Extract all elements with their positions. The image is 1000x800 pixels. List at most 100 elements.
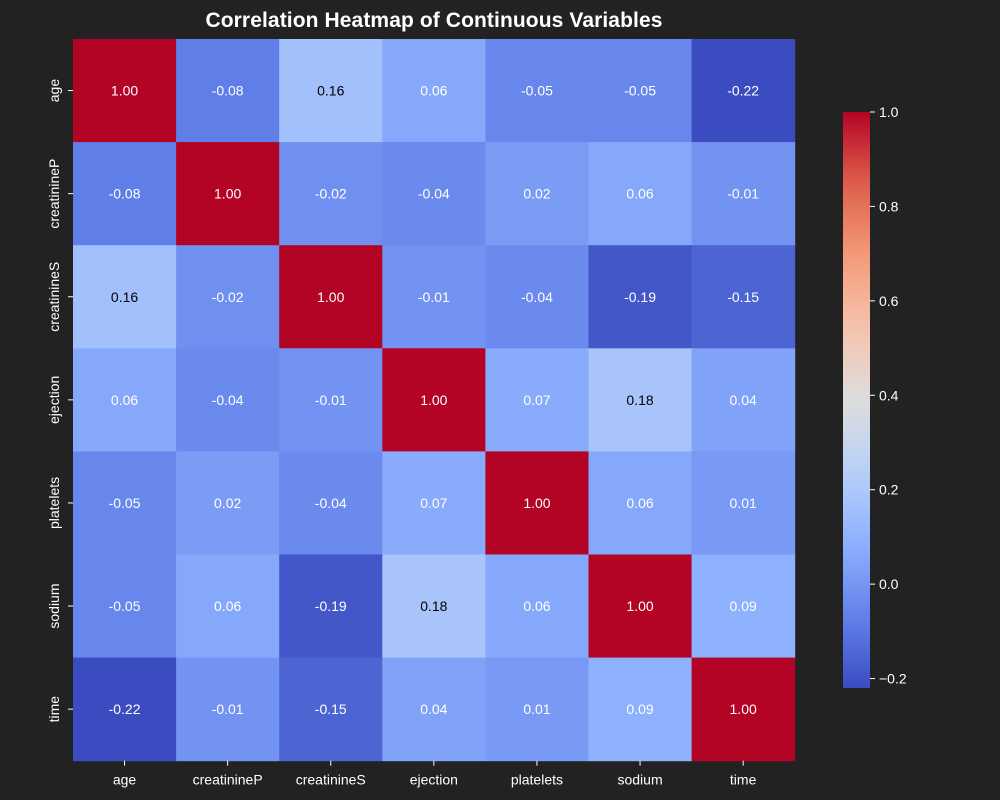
heatmap-cell [176,142,280,246]
y-tick-label: age [46,79,62,103]
x-tick-labels: age creatinineP creatinineS ejection platele… [113,760,757,788]
heatmap-cell [382,39,486,143]
heatmap-cell [73,451,177,555]
heatmap-cell [73,348,177,452]
heatmap-cell [588,142,693,246]
heatmap-cell [73,142,177,246]
heatmap-cell [279,142,383,246]
cell-value-label: 0.04 [730,392,757,408]
cell-value-label: 1.00 [111,83,138,99]
x-tick-label: ejection [410,772,458,788]
x-tick-label: creatinineP [193,772,263,788]
heatmap-cell [588,451,693,555]
heatmap-cell [176,245,280,349]
cell-value-label: -0.05 [109,495,141,511]
colorbar-tick-label: 0.6 [879,293,899,309]
heatmap-cell [382,657,486,762]
y-tick-label: platelets [46,477,62,529]
heatmap-cell [73,657,177,762]
cell-value-label: 0.01 [730,495,757,511]
heatmap-cell [279,657,383,762]
colorbar-gradient [843,112,870,688]
heatmap-cell [485,348,589,452]
heatmap-cell [485,554,589,659]
cell-value-label: 0.06 [626,495,653,511]
cell-value-label: -0.15 [727,289,759,305]
cell-value-label: -0.02 [212,289,244,305]
chart-title: Correlation Heatmap of Continuous Variab… [205,9,663,32]
cell-labels: 1.00 -0.08 0.16 0.06 -0.05 -0.05 -0.22 -0.08 1.0… [109,83,760,718]
heatmap-cell [691,657,796,762]
x-tick-label: time [730,772,757,788]
heatmap-cell [691,348,796,452]
cell-value-label: 0.04 [420,701,447,717]
cell-value-label: 1.00 [214,186,241,202]
cell-value-label: 0.06 [111,392,138,408]
heatmap-cell [588,657,693,762]
cell-value-label: 0.06 [523,598,550,614]
colorbar: 1.0 0.8 0.6 0.4 0.2 0.0 −0.2 [843,104,907,688]
cell-value-label: -0.15 [315,701,347,717]
y-tick-label: creatinineP [46,159,62,229]
heatmap-cell [485,657,589,762]
heatmap-cell [382,142,486,246]
heatmap-cell [279,451,383,555]
heatmap-cell [485,39,589,143]
y-tick-label: time [46,696,62,723]
heatmap-cell [485,142,589,246]
cell-value-label: -0.19 [315,598,347,614]
cell-value-label: 0.02 [523,186,550,202]
cell-value-label: 1.00 [626,598,653,614]
heatmap-cell [382,451,486,555]
cell-value-label: -0.01 [315,392,347,408]
cell-value-label: 0.16 [317,83,344,99]
cell-value-label: 0.02 [214,495,241,511]
heatmap-cell [279,39,383,143]
heatmap-cell [176,657,280,762]
cell-value-label: -0.04 [418,186,450,202]
y-tick-label: sodium [46,583,62,628]
heatmap-cell [382,348,486,452]
heatmap-cell [588,348,693,452]
heatmap-cell [279,348,383,452]
heatmap-cell [176,554,280,659]
cell-value-label: -0.01 [418,289,450,305]
heatmap-cell [73,245,177,349]
cell-value-label: 0.18 [420,598,447,614]
y-tick-label: creatinineS [46,262,62,332]
colorbar-tick-label: 0.8 [879,198,899,214]
cell-value-label: 1.00 [317,289,344,305]
cell-value-label: -0.02 [315,186,347,202]
cell-value-label: 0.09 [730,598,757,614]
colorbar-tick-label: 0.0 [879,576,899,592]
heatmap-cell [485,451,589,555]
x-tick-label: platelets [511,772,563,788]
heatmap-cell [691,554,796,659]
cell-value-label: 0.18 [626,392,653,408]
heatmap-cell [176,451,280,555]
heatmap-cell [73,39,177,143]
cell-value-label: 0.07 [523,392,550,408]
heatmap-cell [691,245,796,349]
cell-value-label: -0.08 [212,83,244,99]
cell-value-label: -0.01 [212,701,244,717]
colorbar-tick-label: 0.4 [879,387,899,403]
y-tick-labels: age creatinineP creatinineS ejection platele… [46,79,73,723]
heatmap-cell [279,245,383,349]
cell-value-label: -0.22 [109,701,141,717]
heatmap-cell [382,554,486,659]
cell-value-label: 0.01 [523,701,550,717]
cell-value-label: 0.06 [420,83,447,99]
heatmap-cell [588,39,693,143]
y-tick-label: ejection [46,376,62,424]
colorbar-tick-label: 0.2 [879,482,899,498]
heatmap-cell [176,39,280,143]
colorbar-tick-label: 1.0 [879,104,899,120]
cell-value-label: 1.00 [523,495,550,511]
cell-value-label: 0.07 [420,495,447,511]
heatmap-cell [588,554,693,659]
cell-value-label: 0.06 [626,186,653,202]
cell-value-label: -0.04 [315,495,347,511]
cell-value-label: -0.04 [212,392,244,408]
